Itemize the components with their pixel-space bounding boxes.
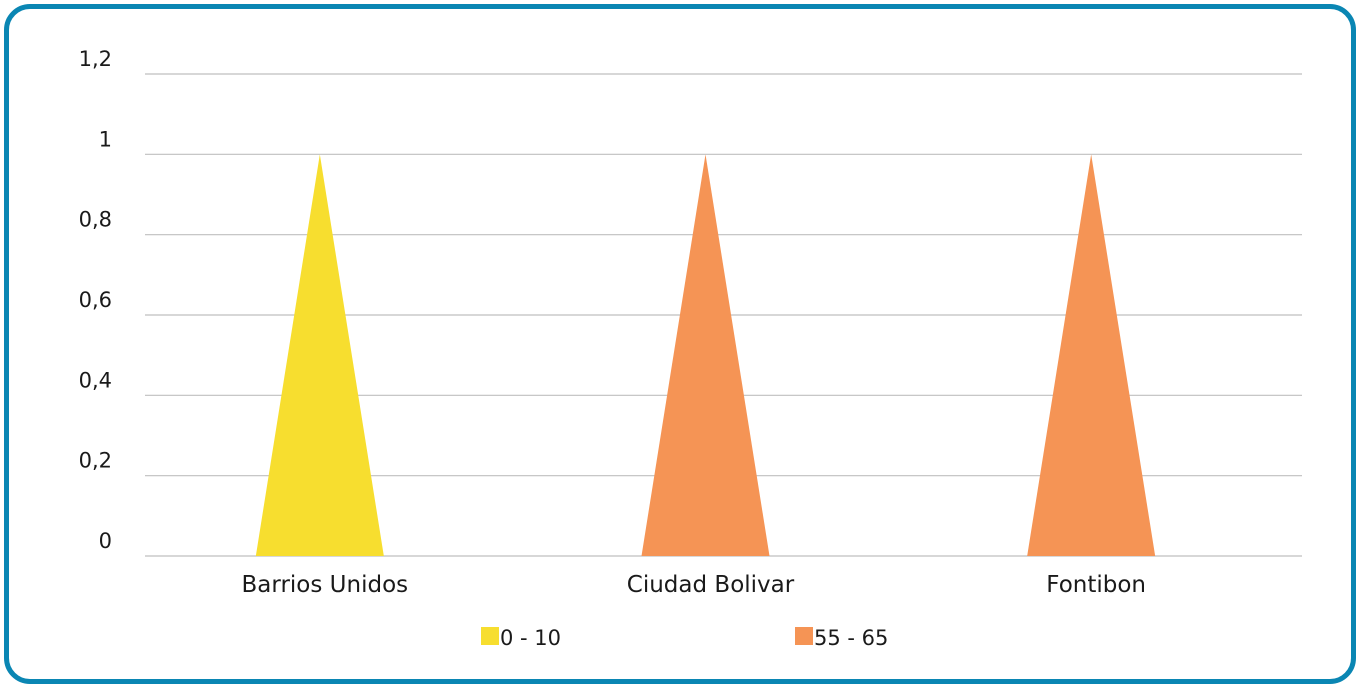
x-category-label: Fontibon xyxy=(1046,572,1146,598)
legend-label: 0 - 10 xyxy=(500,626,561,650)
x-category-label: Barrios Unidos xyxy=(242,572,409,598)
pyramid-bar-chart: 0 0,2 0,4 0,6 0,8 1 1,2 Barrios Unidos Ciudad B… xyxy=(79,47,1302,650)
legend-label: 55 - 65 xyxy=(814,626,888,650)
y-tick-label: 0,8 xyxy=(79,208,112,232)
y-tick-label: 0,6 xyxy=(79,288,112,312)
y-tick-label: 1,2 xyxy=(79,47,112,71)
legend-swatch xyxy=(795,627,813,645)
y-tick-label: 0 xyxy=(99,529,112,553)
pyramid-bar xyxy=(1027,154,1156,557)
y-tick-label: 0,4 xyxy=(79,368,112,392)
x-category-label: Ciudad Bolivar xyxy=(627,572,795,598)
x-axis-category-labels: Barrios Unidos Ciudad Bolivar Fontibon xyxy=(242,572,1146,598)
legend: 0 - 10 55 - 65 xyxy=(481,626,888,650)
pyramid-bar xyxy=(255,154,384,557)
y-tick-label: 1 xyxy=(99,127,112,151)
y-tick-label: 0,2 xyxy=(79,449,112,473)
legend-swatch xyxy=(481,627,499,645)
pyramid-bar xyxy=(641,154,770,557)
bars xyxy=(255,154,1156,557)
y-axis-tick-labels: 0 0,2 0,4 0,6 0,8 1 1,2 xyxy=(79,47,112,553)
